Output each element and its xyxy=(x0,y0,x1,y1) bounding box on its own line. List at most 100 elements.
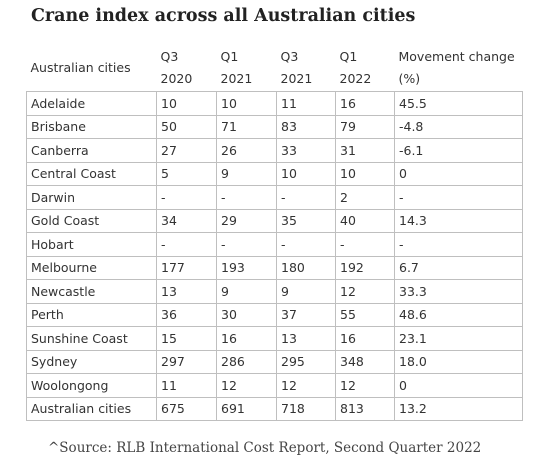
cell-movement: - xyxy=(394,232,523,257)
cell-movement: - xyxy=(394,185,523,210)
cell-q3-2021: 12 xyxy=(276,373,336,398)
cell-city: Australian cities xyxy=(26,396,157,421)
cell-city: Sunshine Coast xyxy=(26,326,157,351)
cell-city: Melbourne xyxy=(26,255,157,280)
table-row: Gold Coast 34 29 35 40 14.3 xyxy=(26,208,523,233)
cell-q3-2020: 177 xyxy=(156,255,217,280)
cell-q1-2022: 12 xyxy=(335,373,395,398)
cell-movement: 0 xyxy=(394,373,523,398)
cell-movement: 45.5 xyxy=(394,91,523,116)
cell-city: Hobart xyxy=(26,232,157,257)
cell-q3-2021: 718 xyxy=(276,396,336,421)
cell-q1-2022: 10 xyxy=(335,161,395,186)
cell-q1-2022: 348 xyxy=(335,349,395,374)
source-note: ^Source: RLB International Cost Report, … xyxy=(48,440,482,456)
cell-movement: 6.7 xyxy=(394,255,523,280)
cell-q1-2021: 9 xyxy=(216,279,277,304)
table-row: Melbourne 177 193 180 192 6.7 xyxy=(26,255,523,280)
cell-q1-2021: 286 xyxy=(216,349,277,374)
cell-q1-2021: - xyxy=(216,232,277,257)
cell-movement: 14.3 xyxy=(394,208,523,233)
cell-q1-2022: 2 xyxy=(335,185,395,210)
cell-q1-2021: 71 xyxy=(216,114,277,139)
cell-q3-2021: 35 xyxy=(276,208,336,233)
cell-q1-2021: 29 xyxy=(216,208,277,233)
cell-q1-2021: 16 xyxy=(216,326,277,351)
cell-q3-2020: 675 xyxy=(156,396,217,421)
cell-q1-2022: 16 xyxy=(335,91,395,116)
table-row: Perth 36 30 37 55 48.6 xyxy=(26,302,523,327)
header-cell-q3-2021: Q3 2021 xyxy=(280,48,313,86)
cell-city: Newcastle xyxy=(26,279,157,304)
crane-index-table: Australian cities Q3 2020 Q1 2021 Q3 202… xyxy=(26,44,523,421)
cell-movement: 0 xyxy=(394,161,523,186)
cell-movement: 18.0 xyxy=(394,349,523,374)
cell-q1-2022: 55 xyxy=(335,302,395,327)
cell-q1-2021: - xyxy=(216,185,277,210)
cell-q3-2021: 295 xyxy=(276,349,336,374)
header-row: Australian cities Q3 2020 Q1 2021 Q3 202… xyxy=(27,44,523,92)
cell-q1-2021: 9 xyxy=(216,161,277,186)
cell-q3-2021: 9 xyxy=(276,279,336,304)
cell-q1-2022: - xyxy=(335,232,395,257)
table-row: Sydney 297 286 295 348 18.0 xyxy=(26,349,523,374)
header-cell-q3-2020: Q3 2020 xyxy=(160,48,193,86)
cell-q1-2022: 192 xyxy=(335,255,395,280)
cell-q3-2020: 5 xyxy=(156,161,217,186)
cell-q3-2020: 15 xyxy=(156,326,217,351)
cell-q1-2022: 31 xyxy=(335,138,395,163)
cell-q1-2022: 813 xyxy=(335,396,395,421)
cell-q3-2021: - xyxy=(276,185,336,210)
cell-movement: 13.2 xyxy=(394,396,523,421)
cell-q3-2020: 297 xyxy=(156,349,217,374)
cell-q1-2022: 16 xyxy=(335,326,395,351)
cell-q3-2021: 13 xyxy=(276,326,336,351)
table-header: Australian cities Q3 2020 Q1 2021 Q3 202… xyxy=(27,44,523,92)
table-row: Brisbane 50 71 83 79 -4.8 xyxy=(26,114,523,139)
cell-q3-2021: - xyxy=(276,232,336,257)
cell-city: Darwin xyxy=(26,185,157,210)
table-row: Darwin - - -2- xyxy=(26,185,523,210)
cell-q1-2021: 30 xyxy=(216,302,277,327)
cell-q3-2021: 180 xyxy=(276,255,336,280)
cell-q3-2020: 34 xyxy=(156,208,217,233)
cell-q3-2021: 37 xyxy=(276,302,336,327)
table-row: Sunshine Coast 15 16 13 16 23.1 xyxy=(26,326,523,351)
cell-q3-2020: 11 xyxy=(156,373,217,398)
cell-q1-2021: 10 xyxy=(216,91,277,116)
cell-q3-2020: - xyxy=(156,185,217,210)
cell-q3-2020: 36 xyxy=(156,302,217,327)
cell-city: Gold Coast xyxy=(26,208,157,233)
cell-q1-2021: 193 xyxy=(216,255,277,280)
header-cell-city: Australian cities xyxy=(30,59,131,75)
cell-movement: 33.3 xyxy=(394,279,523,304)
table-row: Central Coast 5 9 10 10 0 xyxy=(26,161,523,186)
cell-movement: 23.1 xyxy=(394,326,523,351)
cell-q1-2021: 12 xyxy=(216,373,277,398)
cell-q3-2020: 27 xyxy=(156,138,217,163)
cell-city: Adelaide xyxy=(26,91,157,116)
cell-city: Canberra xyxy=(26,138,157,163)
cell-movement: -6.1 xyxy=(394,138,523,163)
header-cell-q1-2021: Q1 2021 xyxy=(220,48,253,86)
cell-q3-2021: 11 xyxy=(276,91,336,116)
table-row: Australian cities 675 691 718 813 13.2 xyxy=(26,396,523,421)
header-cell-movement: Movement change (%) xyxy=(398,48,515,86)
table-row: Woolongong 11 12 12 12 0 xyxy=(26,373,523,398)
cell-q3-2020: 50 xyxy=(156,114,217,139)
cell-city: Woolongong xyxy=(26,373,157,398)
table-body: Adelaide 10 10 11 16 45.5 Brisbane 50 71 83 79 -4.8… xyxy=(26,91,523,421)
cell-city: Perth xyxy=(26,302,157,327)
cell-q3-2021: 33 xyxy=(276,138,336,163)
cell-movement: -4.8 xyxy=(394,114,523,139)
cell-q3-2021: 83 xyxy=(276,114,336,139)
cell-city: Brisbane xyxy=(26,114,157,139)
cell-city: Central Coast xyxy=(26,161,157,186)
table-row: Adelaide 10 10 11 16 45.5 xyxy=(26,91,523,116)
cell-q1-2021: 691 xyxy=(216,396,277,421)
table-row: Newcastle 13 9 9 12 33.3 xyxy=(26,279,523,304)
cell-city: Sydney xyxy=(26,349,157,374)
cell-q3-2021: 10 xyxy=(276,161,336,186)
cell-q3-2020: 10 xyxy=(156,91,217,116)
header-cell-q1-2022: Q1 2022 xyxy=(339,48,372,86)
